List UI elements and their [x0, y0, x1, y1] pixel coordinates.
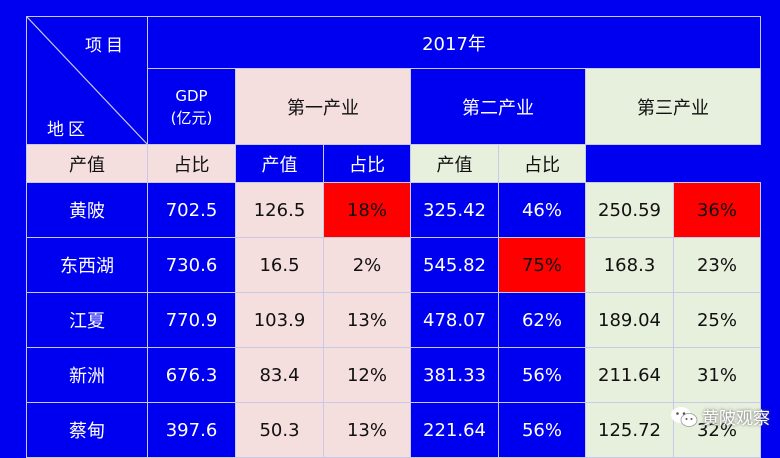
industry-2-share-cell: 75% [498, 237, 586, 293]
header-corner-cell: 项目 地区 [26, 16, 148, 145]
industry-1-output-cell: 126.5 [235, 182, 324, 238]
industry-2-share-cell: 62% [498, 292, 586, 348]
industry-1-share-cell: 13% [323, 292, 411, 348]
industry-1-header: 第一产业 [235, 68, 411, 145]
industry-2-share-cell: 46% [498, 182, 586, 238]
region-cell: 江夏 [26, 292, 148, 348]
gdp-header: GDP (亿元) [147, 68, 236, 145]
industry-3-share-cell: 23% [673, 237, 761, 293]
industry-1-share-cell: 2% [323, 237, 411, 293]
region-cell: 东西湖 [26, 237, 148, 293]
industry-2-output-cell: 478.07 [410, 292, 499, 348]
industry-1-output-header: 产值 [26, 144, 148, 183]
industry-1-output-cell: 83.4 [235, 347, 324, 403]
industry-3-share-cell: 25% [673, 292, 761, 348]
industry-3-output-header: 产值 [410, 144, 499, 183]
gdp-cell: 702.5 [147, 182, 236, 238]
item-label: 项目 [85, 36, 127, 56]
industry-3-share-cell: 36% [673, 182, 761, 238]
industry-2-header: 第二产业 [410, 68, 586, 145]
industry-2-output-cell: 325.42 [410, 182, 499, 238]
region-label: 地区 [47, 120, 89, 140]
industry-1-output-cell: 16.5 [235, 237, 324, 293]
industry-2-output-cell: 545.82 [410, 237, 499, 293]
industry-2-output-header: 产值 [235, 144, 324, 183]
industry-3-output-cell: 125.72 [585, 402, 674, 458]
wechat-icon [671, 406, 698, 427]
table-row: 黄陂 702.5 126.5 18% 325.42 46% 250.59 36% [26, 182, 761, 238]
table-row: 新洲 676.3 83.4 12% 381.33 56% 211.64 31% [26, 347, 761, 403]
industry-1-share-cell: 13% [323, 402, 411, 458]
industry-1-share-header: 占比 [147, 144, 236, 183]
industry-2-output-cell: 381.33 [410, 347, 499, 403]
industry-2-share-cell: 56% [498, 347, 586, 403]
industry-1-output-cell: 50.3 [235, 402, 324, 458]
region-cell: 黄陂 [26, 182, 148, 238]
year-header: 2017年 [147, 16, 761, 69]
gdp-cell: 730.6 [147, 237, 236, 293]
industry-3-share-header: 占比 [498, 144, 586, 183]
industry-2-output-cell: 221.64 [410, 402, 499, 458]
table-row: 蔡甸 397.6 50.3 13% 221.64 56% 125.72 32% [26, 402, 761, 458]
region-cell: 蔡甸 [26, 402, 148, 458]
industry-1-output-cell: 103.9 [235, 292, 324, 348]
watermark: 黄陂观察 [670, 404, 770, 429]
table-row: 江夏 770.9 103.9 13% 478.07 62% 189.04 25% [26, 292, 761, 348]
region-cell: 新洲 [26, 347, 148, 403]
gdp-cell: 397.6 [147, 402, 236, 458]
gdp-cell: 676.3 [147, 347, 236, 403]
gdp-industry-table: 项目 地区 2017年 GDP (亿元) 第一产业 第二产业 第三产业 产值 占… [26, 16, 761, 458]
watermark-brand: 黄陂观察 [702, 409, 770, 429]
industry-2-share-cell: 56% [498, 402, 586, 458]
industry-1-share-cell: 12% [323, 347, 411, 403]
gdp-cell: 770.9 [147, 292, 236, 348]
diagonal-divider [27, 17, 147, 144]
gdp-label: GDP [175, 86, 208, 105]
industry-3-header: 第三产业 [585, 68, 761, 145]
industry-3-output-cell: 168.3 [585, 237, 674, 293]
industry-3-output-cell: 211.64 [585, 347, 674, 403]
table-row: 东西湖 730.6 16.5 2% 545.82 75% 168.3 23% [26, 237, 761, 293]
industry-1-share-cell: 18% [323, 182, 411, 238]
industry-2-share-header: 占比 [323, 144, 411, 183]
gdp-unit: (亿元) [170, 108, 213, 127]
table-frame: 项目 地区 2017年 GDP (亿元) 第一产业 第二产业 第三产业 产值 占… [26, 16, 770, 458]
industry-3-output-cell: 189.04 [585, 292, 674, 348]
industry-3-share-cell: 31% [673, 347, 761, 403]
industry-3-output-cell: 250.59 [585, 182, 674, 238]
